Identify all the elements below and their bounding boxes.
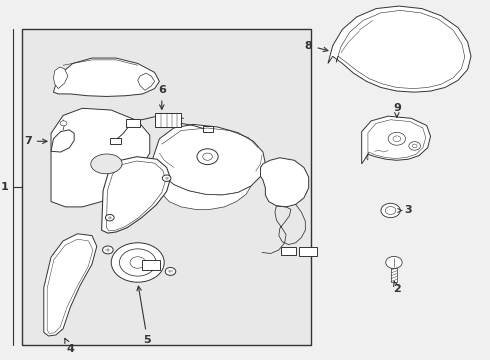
Bar	[391, 268, 397, 282]
Polygon shape	[152, 160, 251, 210]
Circle shape	[197, 149, 218, 165]
Circle shape	[60, 121, 67, 126]
Text: 2: 2	[393, 281, 401, 294]
Circle shape	[111, 243, 164, 282]
Bar	[110, 138, 121, 144]
Circle shape	[386, 256, 402, 269]
Polygon shape	[44, 234, 97, 336]
Bar	[281, 247, 295, 255]
Circle shape	[120, 249, 156, 276]
Polygon shape	[152, 125, 266, 195]
Bar	[154, 113, 181, 127]
Polygon shape	[261, 158, 309, 207]
Text: 6: 6	[158, 85, 166, 109]
Bar	[22, 30, 311, 345]
Polygon shape	[51, 130, 74, 152]
Polygon shape	[51, 108, 150, 207]
Bar	[142, 260, 160, 270]
Text: 4: 4	[65, 338, 74, 354]
Circle shape	[105, 215, 114, 221]
Circle shape	[388, 132, 406, 145]
Circle shape	[381, 203, 400, 218]
Text: 8: 8	[305, 41, 328, 51]
Circle shape	[385, 207, 396, 215]
Polygon shape	[328, 6, 471, 92]
Text: 3: 3	[404, 206, 412, 216]
Text: 7: 7	[24, 136, 47, 146]
Ellipse shape	[91, 154, 122, 174]
Polygon shape	[101, 157, 171, 233]
Circle shape	[130, 257, 146, 268]
Bar	[203, 126, 213, 132]
Polygon shape	[53, 67, 68, 89]
Circle shape	[393, 136, 401, 141]
Circle shape	[162, 175, 171, 181]
Polygon shape	[138, 73, 154, 90]
Text: 5: 5	[137, 286, 151, 345]
Text: 1: 1	[1, 182, 9, 192]
Circle shape	[102, 246, 113, 254]
Text: 9: 9	[393, 103, 401, 117]
Circle shape	[165, 267, 176, 275]
Circle shape	[409, 141, 420, 150]
Polygon shape	[362, 116, 431, 164]
Circle shape	[203, 153, 212, 160]
Bar	[299, 247, 318, 256]
Polygon shape	[53, 58, 159, 96]
Bar	[125, 120, 140, 127]
Circle shape	[412, 144, 417, 148]
